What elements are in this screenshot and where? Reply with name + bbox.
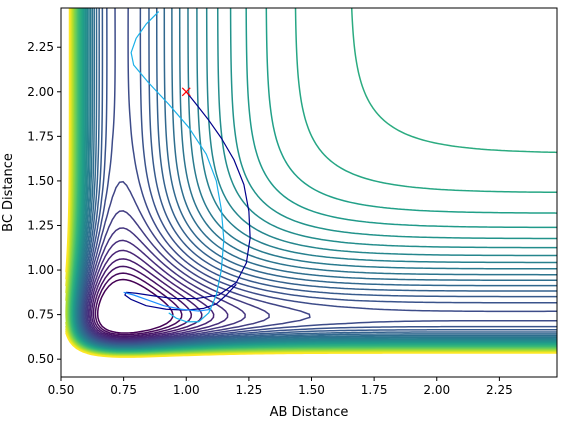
- y-axis-ticks: 0.50 0.75 1.00 1.25 1.50 1.75 2.00 2.25: [27, 40, 61, 366]
- y-tick-label: 2.25: [27, 40, 54, 54]
- x-tick-label: 1.50: [298, 383, 325, 397]
- x-tick-label: 1.75: [361, 383, 388, 397]
- contour-level-39: [65, 8, 557, 358]
- x-tick-label: 1.00: [173, 383, 200, 397]
- contour-level-4: [89, 249, 215, 340]
- y-tick-label: 2.00: [27, 85, 54, 99]
- contour-level-6: [86, 227, 246, 342]
- contour-level-7: [85, 210, 270, 343]
- trajectory-0: [124, 91, 251, 311]
- contour-level-30: [67, 8, 557, 355]
- contour-level-31: [66, 8, 557, 356]
- x-axis-ticks: 0.50 0.75 1.00 1.25 1.50 1.75 2.00 2.25: [48, 377, 513, 397]
- x-tick-label: 0.50: [48, 383, 75, 397]
- y-axis-label: BC Distance: [1, 153, 16, 232]
- contour-level-14: [78, 8, 557, 348]
- x-tick-label: 2.00: [423, 383, 450, 397]
- start-marker-x: [181, 87, 191, 97]
- plot-frame: [60, 7, 558, 378]
- contour-level-3: [90, 258, 203, 339]
- contour-level-27: [68, 8, 557, 354]
- start-marker: [181, 87, 191, 97]
- y-tick-label: 0.50: [27, 352, 54, 366]
- trajectory-1: [123, 291, 212, 312]
- contour-level-13: [78, 8, 557, 347]
- x-tick-label: 2.25: [486, 383, 513, 397]
- y-tick-label: 1.25: [27, 218, 54, 232]
- contour-level-26: [69, 8, 557, 354]
- contour-level-2: [92, 265, 193, 337]
- y-tick-label: 0.75: [27, 308, 54, 322]
- contour-level-25: [70, 8, 557, 353]
- contour-level-28: [68, 8, 557, 355]
- x-tick-label: 1.25: [236, 383, 263, 397]
- trajectory-2: [130, 11, 225, 323]
- contour-level-1: [94, 272, 183, 336]
- x-axis-label: AB Distance: [270, 405, 349, 420]
- y-tick-label: 1.50: [27, 174, 54, 188]
- trajectory-lines: [123, 11, 251, 323]
- y-tick-label: 1.00: [27, 263, 54, 277]
- y-tick-label: 1.75: [27, 129, 54, 143]
- contour-level-0: [96, 278, 174, 334]
- contour-level-29: [67, 8, 557, 355]
- contour-level-5: [87, 239, 229, 341]
- x-tick-label: 0.75: [110, 383, 137, 397]
- contour-lines: [65, 8, 557, 358]
- contour-level-8: [84, 180, 311, 344]
